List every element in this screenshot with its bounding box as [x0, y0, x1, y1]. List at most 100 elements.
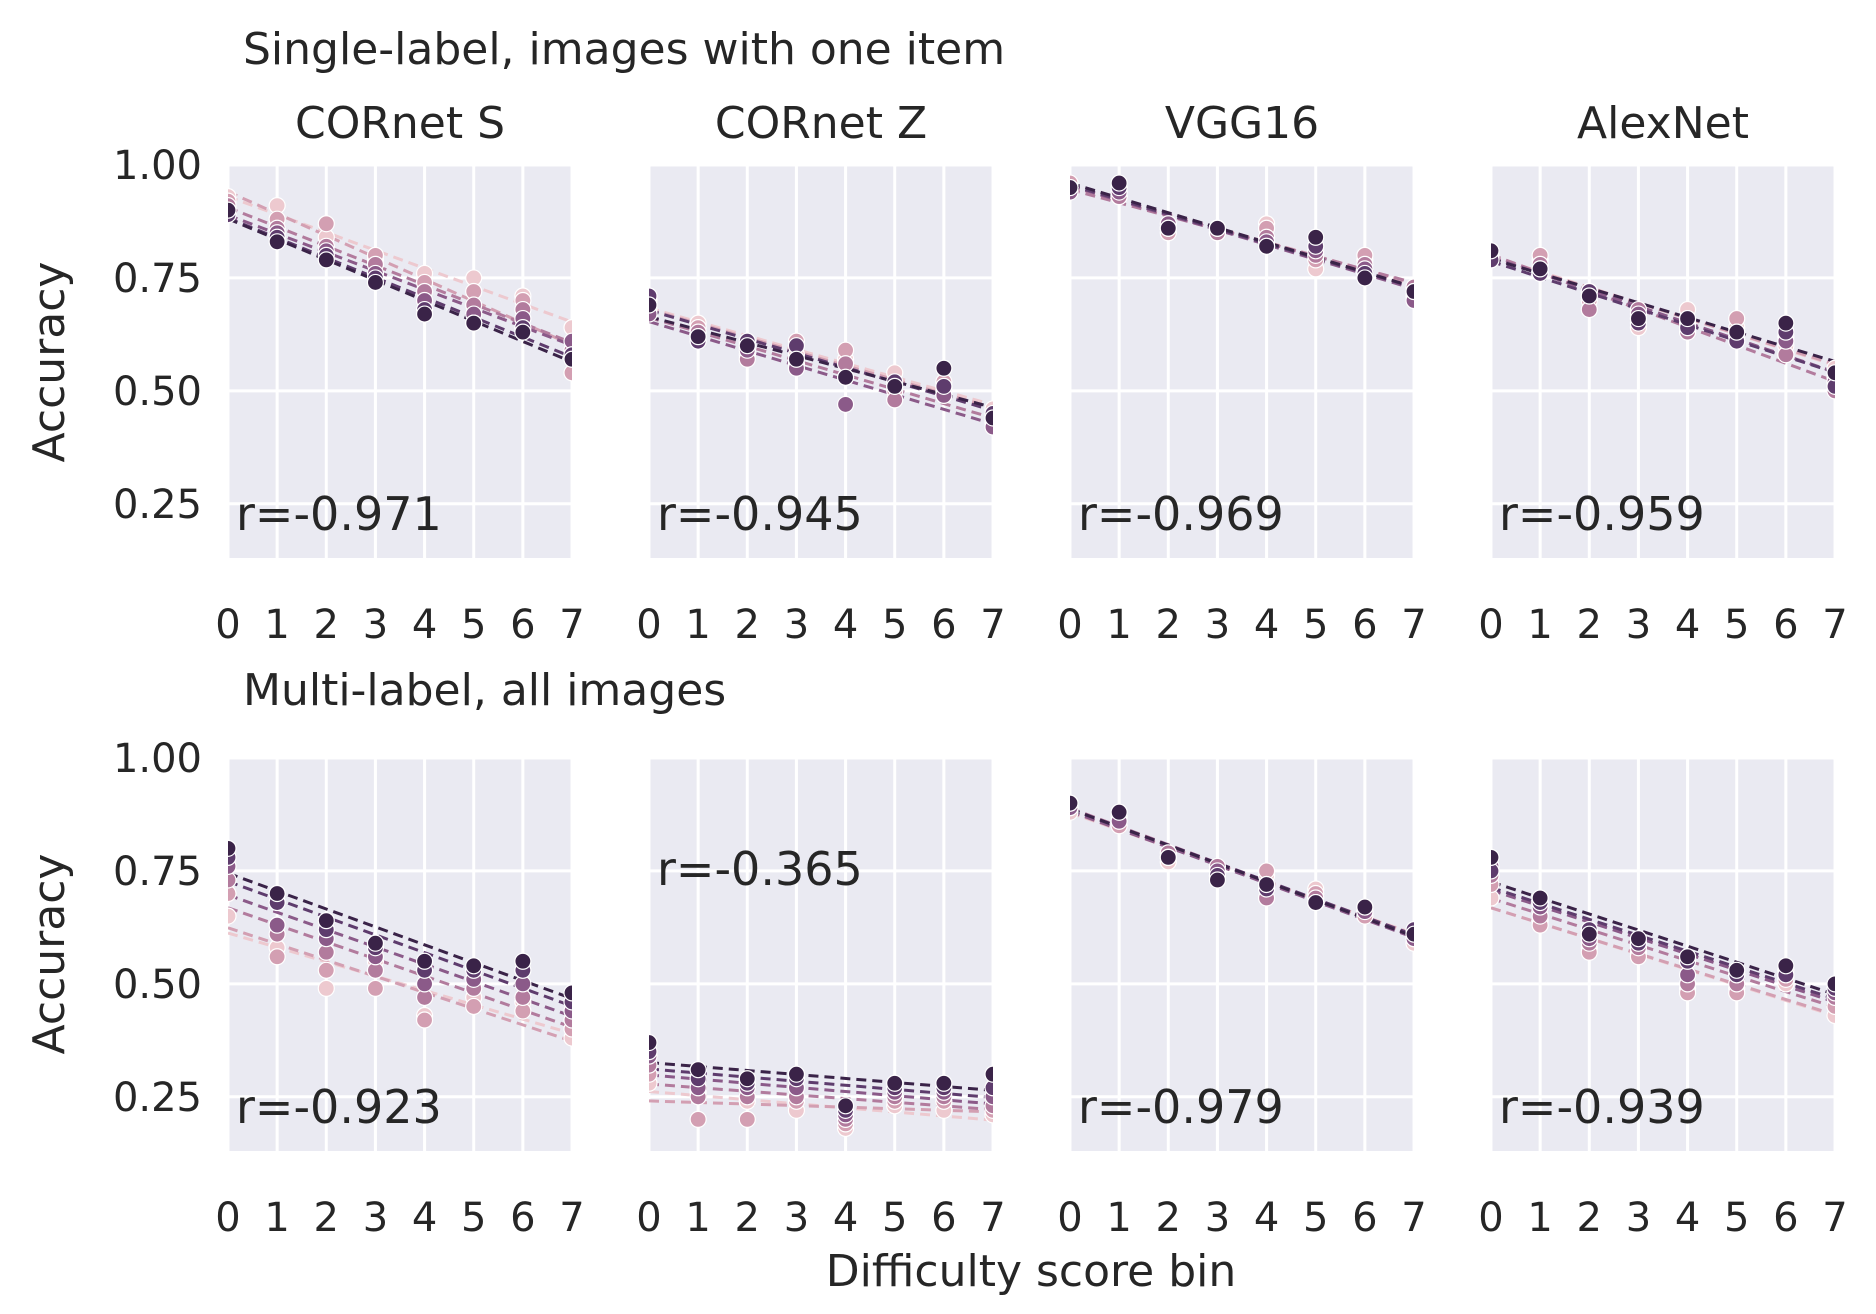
panel-single-vgg16-point [1159, 219, 1177, 237]
panel-multi-vgg16-xtick-label: 4 [1254, 1195, 1279, 1241]
panel-multi-vgg16-xtick-label: 0 [1057, 1195, 1082, 1241]
panel-multi-alexnet-fit-line-4 [1491, 886, 1835, 1001]
panel-multi-cornet-s-point [228, 907, 237, 925]
panel-multi-cornet-z-point [935, 1074, 953, 1092]
panel-single-cornet-z-xtick-label: 3 [784, 602, 809, 648]
panel-single-cornet-z-xtick-label: 6 [931, 602, 956, 648]
panel-multi-cornet-s-xtick-label: 3 [363, 1195, 388, 1241]
panel-single-vgg16-fit-line-5 [1070, 181, 1414, 289]
panel-multi-cornet-s-xtick-label: 7 [559, 1195, 584, 1241]
panel-multi-alexnet-fit-line-3 [1491, 888, 1835, 1004]
panel-multi-cornet-s-plot-area [228, 839, 572, 1047]
panel-multi-vgg16-xtick-label: 2 [1156, 1195, 1181, 1241]
panel-single-vgg16-xtick-label: 2 [1156, 602, 1181, 648]
panel-multi-cornet-z-plot-area [649, 1033, 993, 1138]
panel-multi-alexnet-fit-line-1 [1491, 906, 1835, 1017]
panel-single-cornet-z-plot-area [649, 287, 993, 436]
panel-multi-alexnet-point [1826, 975, 1835, 993]
panel-single-vgg16: 0 1 2 3 4 5 6 7 r=-0.969 [1057, 163, 1427, 648]
panel-single-cornet-s-plot-area [228, 188, 572, 382]
panel-multi-cornet-s-point [268, 948, 286, 966]
panel-multi-alexnet-point [1491, 889, 1500, 907]
panel-multi-cornet-z-xtick-label: 0 [636, 1195, 661, 1241]
panel-multi-cornet-s-fit-line-5 [228, 871, 572, 1000]
panel-multi-cornet-z-point [738, 1070, 756, 1088]
panel-multi-cornet-z-xtick-label: 4 [833, 1195, 858, 1241]
panel-single-cornet-z-xtick-label: 2 [735, 602, 760, 648]
panel-multi-vgg16-point [1110, 803, 1128, 821]
panel-single-cornet-z-fit-line-2 [649, 316, 993, 420]
panel-multi-cornet-s-point [317, 912, 335, 930]
panel-multi-cornet-s-fit-line-3 [228, 893, 572, 1018]
panel-single-cornet-s: 1.00 0.75 0.50 0.25 0 1 2 3 4 5 6 7 r=-0.971 [113, 143, 585, 648]
panel-multi-cornet-s-point [268, 884, 286, 903]
panel-multi-cornet-z-fit-line-4 [649, 1067, 993, 1100]
panel-multi-cornet-z-point [984, 1079, 993, 1097]
panel-multi-alexnet-point [1580, 925, 1598, 943]
panel-single-alexnet-xtick-label: 6 [1773, 602, 1798, 648]
panel-multi-cornet-s-xtick-label: 4 [412, 1195, 437, 1241]
panel-multi-vgg16-xtick-label: 7 [1401, 1195, 1426, 1241]
panel-multi-cornet-z-point [738, 1110, 756, 1128]
panel-single-cornet-s-point [514, 323, 532, 341]
panel-single-cornet-z-xtick-label: 5 [882, 602, 907, 648]
panel-multi-alexnet-xtick-label: 1 [1527, 1195, 1552, 1241]
panel-multi-cornet-s-correlation-label: r=-0.923 [236, 1080, 442, 1134]
panel-single-alexnet-xtick-label: 2 [1577, 602, 1602, 648]
panel-single-cornet-z-xtick-label: 0 [636, 602, 661, 648]
panel-single-cornet-z-point [689, 328, 707, 346]
panel-single-cornet-s-fit-line-5 [228, 217, 572, 364]
panel-multi-cornet-z-xtick-label: 3 [784, 1195, 809, 1241]
panel-multi-cornet-s-fit-line-1 [228, 926, 572, 1043]
panel-multi-cornet-s: 1.00 0.75 0.50 0.25 0 1 2 3 4 5 6 7 r=-0.923 [113, 736, 585, 1241]
panel-single-cornet-s-point [563, 319, 572, 337]
col-title-cornet-z: CORnet Z [715, 98, 927, 149]
panel-multi-cornet-s-ytick-label: 0.50 [113, 962, 202, 1008]
panel-single-alexnet: 0 1 2 3 4 5 6 7 r=-0.959 [1478, 163, 1848, 648]
panel-single-vgg16-xtick-label: 3 [1205, 602, 1230, 648]
panel-multi-cornet-z: 0 1 2 3 4 5 6 7 r=-0.365 [636, 756, 1006, 1241]
panel-single-cornet-s-ytick-label: 0.75 [113, 256, 202, 302]
panel-single-cornet-z-point [984, 409, 993, 427]
panel-multi-alexnet-xtick-label: 4 [1675, 1195, 1700, 1241]
panel-multi-cornet-s-point [317, 979, 335, 997]
panel-single-cornet-z-fit-line-3 [649, 320, 993, 426]
panel-multi-cornet-s-xtick-label: 6 [510, 1195, 535, 1241]
panel-multi-alexnet-xtick-label: 7 [1822, 1195, 1847, 1241]
panel-multi-cornet-s-point [415, 952, 434, 970]
panel-single-cornet-s-point [563, 350, 572, 368]
panel-single-cornet-s-xtick-label: 7 [559, 602, 584, 648]
panel-single-cornet-s-ytick-label: 0.50 [113, 369, 202, 415]
panel-multi-cornet-z-correlation-label: r=-0.365 [657, 842, 863, 896]
panel-multi-cornet-z-point [787, 1065, 806, 1083]
panel-multi-alexnet-background [1491, 758, 1835, 1151]
panel-single-alexnet-point [1678, 309, 1697, 328]
panel-single-cornet-z: 0 1 2 3 4 5 6 7 r=-0.945 [636, 163, 1006, 648]
panel-single-vgg16-xtick-label: 0 [1057, 602, 1082, 648]
panel-multi-cornet-s-point [514, 952, 532, 970]
panel-multi-alexnet-xtick-label: 6 [1773, 1195, 1798, 1241]
panel-single-cornet-s-point [317, 215, 335, 233]
panel-single-alexnet-xtick-label: 3 [1626, 602, 1651, 648]
row-title-single-label: Single-label, images with one item [243, 24, 1005, 75]
panel-single-vgg16-xtick-label: 6 [1352, 602, 1377, 648]
panel-single-cornet-s-xtick-label: 1 [264, 602, 289, 648]
panel-single-cornet-z-xtick-label: 7 [980, 602, 1005, 648]
panel-multi-cornet-s-fit-line-2 [228, 906, 572, 1029]
panel-single-cornet-z-fit-line-1 [649, 308, 993, 410]
y-axis-label-bottom: Accuracy [24, 854, 75, 1055]
panel-single-vgg16-point [1405, 282, 1414, 301]
panel-single-cornet-s-xtick-label: 4 [412, 602, 437, 648]
panel-single-cornet-z-xtick-label: 1 [685, 602, 710, 648]
panel-multi-cornet-z-point [689, 1110, 707, 1128]
panel-single-cornet-s-xtick-label: 0 [215, 602, 240, 648]
panel-multi-alexnet-plot-area [1491, 848, 1835, 1025]
panel-single-cornet-z-correlation-label: r=-0.945 [657, 487, 863, 541]
panel-single-cornet-s-xtick-label: 2 [314, 602, 339, 648]
panel-multi-cornet-z-xtick-label: 7 [980, 1195, 1005, 1241]
panel-multi-cornet-z-xtick-label: 1 [685, 1195, 710, 1241]
panel-single-cornet-s-xtick-label: 5 [461, 602, 486, 648]
panel-multi-cornet-s-point [465, 957, 483, 975]
